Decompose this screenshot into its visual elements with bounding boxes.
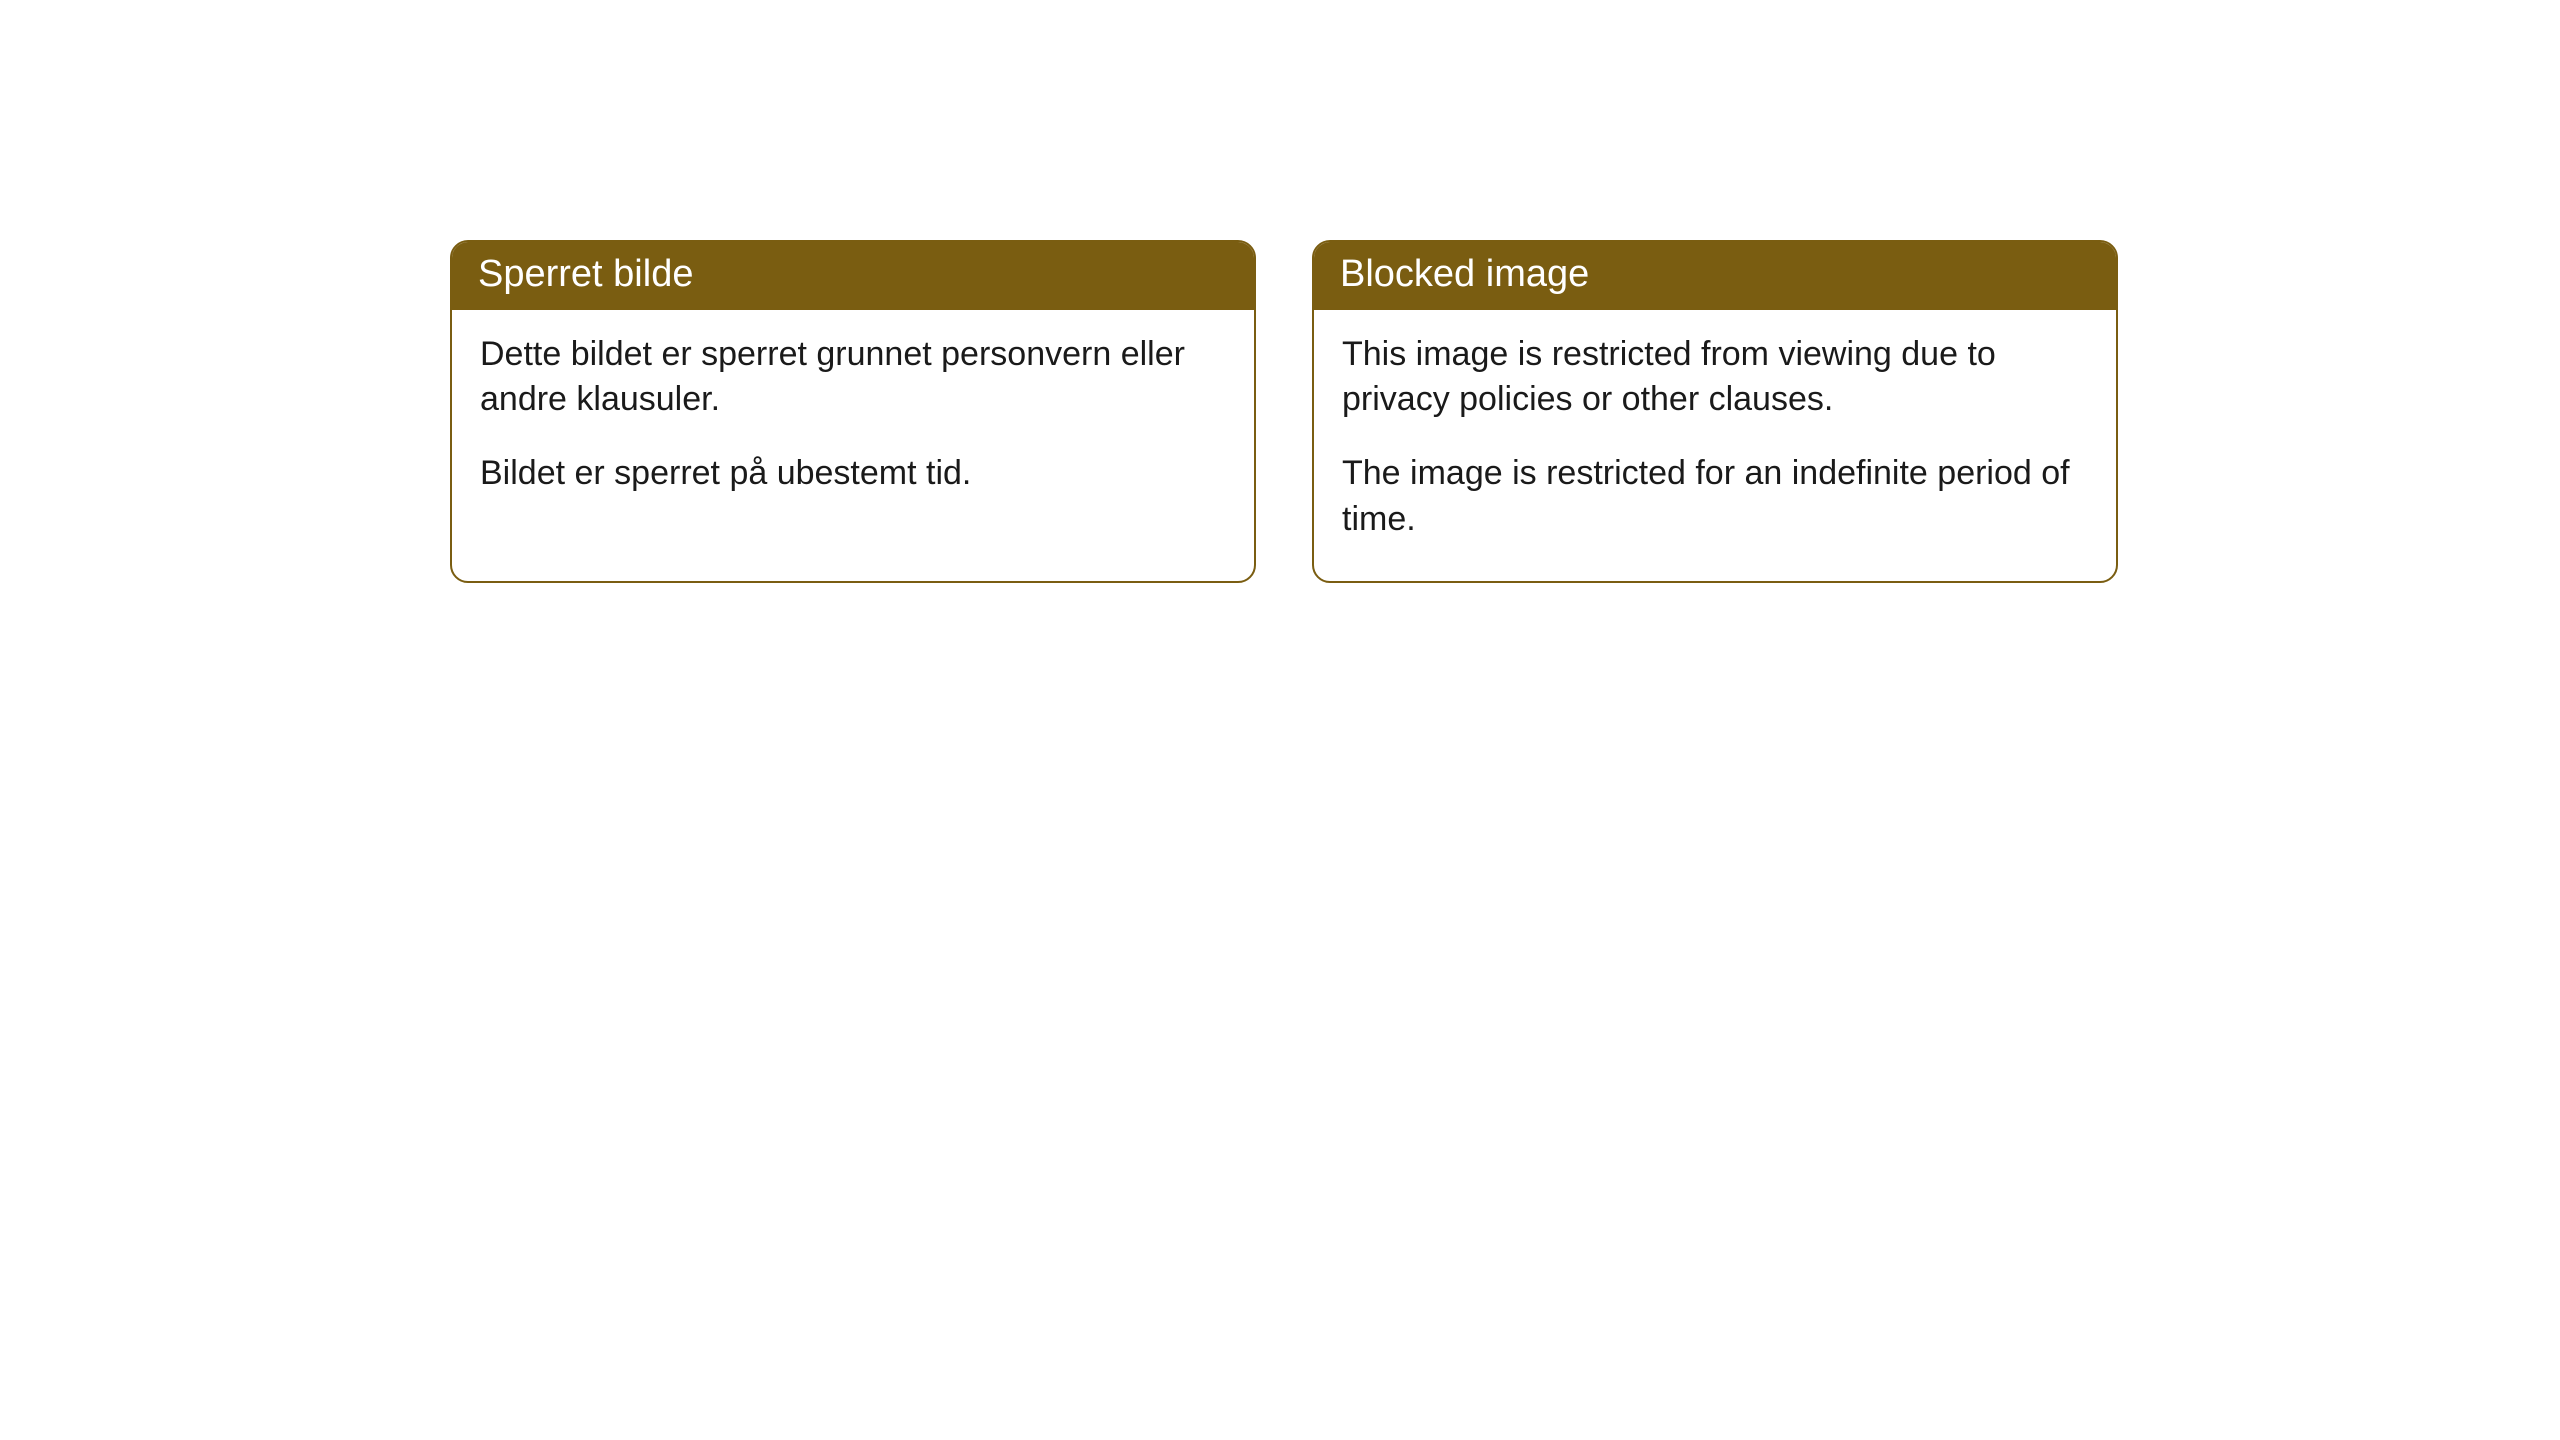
- notice-cards-container: Sperret bilde Dette bildet er sperret gr…: [450, 240, 2118, 583]
- card-header: Blocked image: [1314, 242, 2116, 310]
- card-paragraph: This image is restricted from viewing du…: [1342, 332, 2088, 424]
- notice-card-norwegian: Sperret bilde Dette bildet er sperret gr…: [450, 240, 1256, 583]
- card-title: Blocked image: [1340, 253, 1589, 295]
- card-body: Dette bildet er sperret grunnet personve…: [452, 310, 1254, 536]
- card-paragraph: Bildet er sperret på ubestemt tid.: [480, 451, 1226, 497]
- card-paragraph: The image is restricted for an indefinit…: [1342, 451, 2088, 543]
- card-header: Sperret bilde: [452, 242, 1254, 310]
- card-paragraph: Dette bildet er sperret grunnet personve…: [480, 332, 1226, 424]
- card-body: This image is restricted from viewing du…: [1314, 310, 2116, 582]
- notice-card-english: Blocked image This image is restricted f…: [1312, 240, 2118, 583]
- card-title: Sperret bilde: [478, 253, 693, 295]
